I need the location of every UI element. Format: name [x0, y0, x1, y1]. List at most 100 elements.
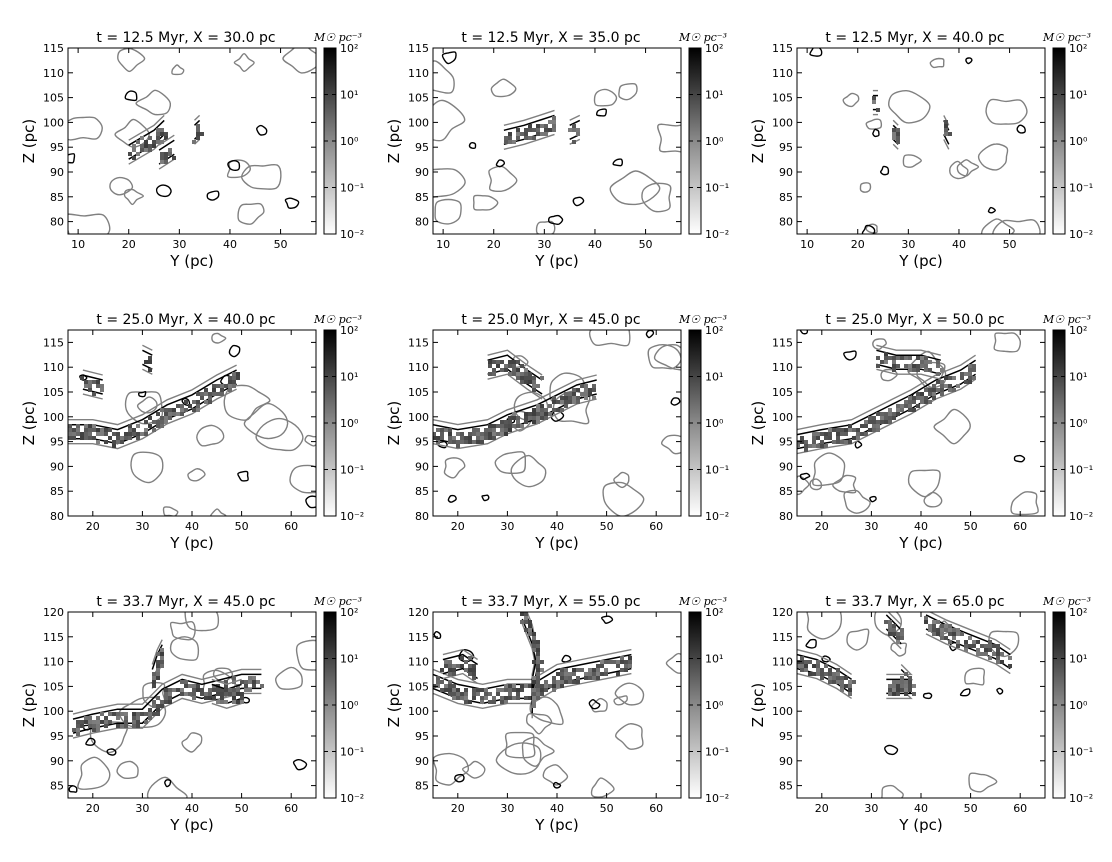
y-tick-label: 110 [772, 656, 793, 669]
density-pixel [528, 380, 532, 384]
colorbar-tick-label: 10¹ [340, 89, 358, 102]
y-tick-label: 105 [772, 92, 793, 105]
density-pixel [452, 688, 456, 692]
colorbar-tick-label: 10⁻² [340, 792, 364, 805]
y-tick-label: 85 [50, 780, 64, 793]
filament-contour-outer [503, 133, 555, 150]
density-pixel [152, 700, 156, 704]
contour-outer [169, 620, 196, 641]
density-pixel [964, 380, 968, 384]
density-pixel [144, 140, 148, 144]
density-pixel [512, 416, 516, 420]
contour-inner [468, 141, 477, 149]
density-pixel [68, 428, 72, 432]
density-pixel [876, 424, 880, 428]
density-pixel [980, 644, 984, 648]
density-pixel [976, 648, 980, 652]
density-pixel [824, 672, 828, 676]
contour-outer [660, 434, 681, 455]
y-axis-label: Z (pc) [385, 683, 403, 728]
colorbar-tick-label: 10² [340, 324, 358, 337]
y-tick-label: 100 [43, 411, 64, 424]
density-pixel [532, 380, 536, 384]
density-pixel [556, 408, 560, 412]
density-pixel [572, 396, 576, 400]
density-pixel [812, 436, 816, 440]
x-tick-label: 50 [1003, 238, 1017, 251]
y-tick-label: 120 [772, 606, 793, 619]
density-pixel [816, 432, 820, 436]
density-pixel [120, 724, 124, 728]
density-pixel [216, 688, 220, 692]
density-pixel [200, 392, 204, 396]
density-pixel [532, 636, 536, 640]
density-pixel [500, 432, 504, 436]
density-pixel [152, 680, 156, 684]
density-pixel [520, 620, 524, 624]
density-pixel [192, 692, 196, 696]
density-pixel [212, 696, 216, 700]
plot-content [433, 51, 681, 234]
contour-outer [842, 92, 860, 108]
density-pixel [472, 668, 476, 672]
density-pixel [76, 724, 80, 728]
density-pixel [468, 432, 472, 436]
contour-inner [228, 344, 241, 358]
panel-6: 20 30 40 50 60 80 85 90 95 100 105 110 115 t = 25.0 M… [749, 312, 1093, 552]
y-tick-label: 100 [408, 411, 429, 424]
density-pixel [92, 720, 96, 724]
density-pixel [488, 360, 492, 364]
density-pixel [88, 380, 92, 384]
density-pixel [244, 688, 248, 692]
contour-outer [542, 764, 569, 786]
y-tick-label: 85 [50, 485, 64, 498]
density-pixel [480, 696, 484, 700]
density-pixel [148, 356, 152, 360]
chart-title: t = 33.7 Myr, X = 65.0 pc [825, 594, 1004, 610]
density-pixel [192, 140, 196, 144]
contour-inner [805, 638, 817, 649]
density-pixel [136, 724, 140, 728]
x-tick-label: 30 [500, 520, 514, 533]
density-pixel [184, 680, 188, 684]
density-pixel [132, 432, 136, 436]
density-pixel [468, 664, 472, 668]
density-pixel [928, 624, 932, 628]
density-pixel [596, 676, 600, 680]
density-pixel [88, 436, 92, 440]
x-tick-label: 50 [639, 238, 653, 251]
density-pixel [536, 656, 540, 660]
density-pixel [544, 408, 548, 412]
density-pixel [492, 696, 496, 700]
plot-content [809, 48, 1041, 234]
contour-outer [865, 223, 878, 234]
density-pixel [904, 688, 908, 692]
density-pixel [592, 676, 596, 680]
density-pixel [448, 428, 452, 432]
density-pixel [592, 668, 596, 672]
density-pixel [88, 432, 92, 436]
contour-outer [77, 756, 111, 790]
density-pixel [460, 440, 464, 444]
density-pixel [168, 692, 172, 696]
density-pixel [932, 388, 936, 392]
density-pixel [888, 692, 892, 696]
density-pixel [528, 124, 532, 128]
density-pixel [564, 396, 568, 400]
x-tick-label: 30 [135, 802, 149, 815]
density-pixel [836, 436, 840, 440]
density-pixel [532, 128, 536, 132]
filament-contour-inner [885, 614, 902, 631]
density-pixel [96, 432, 100, 436]
density-pixel [568, 396, 572, 400]
density-pixel [468, 656, 472, 660]
density-pixel [92, 724, 96, 728]
density-pixel [168, 688, 172, 692]
density-pixel [472, 432, 476, 436]
y-tick-label: 90 [50, 166, 64, 179]
density-pixel [156, 660, 160, 664]
density-pixel [932, 620, 936, 624]
density-pixel [924, 368, 928, 372]
density-pixel [512, 424, 516, 428]
density-pixel [520, 372, 524, 376]
